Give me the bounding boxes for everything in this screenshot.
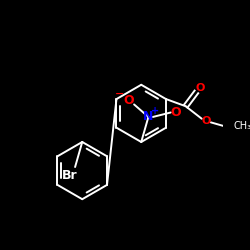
Text: O: O — [195, 83, 205, 93]
Text: −: − — [115, 89, 124, 99]
Text: CH₃: CH₃ — [234, 121, 250, 131]
Text: O: O — [202, 116, 211, 126]
Text: Br: Br — [62, 170, 78, 182]
Text: O: O — [124, 94, 134, 107]
Text: +: + — [152, 106, 160, 116]
Text: O: O — [170, 106, 180, 119]
Text: N: N — [143, 110, 154, 124]
